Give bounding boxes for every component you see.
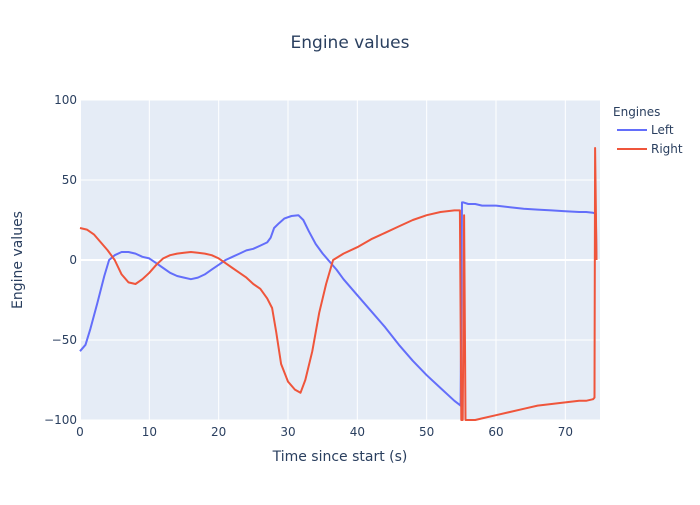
x-tick-label: 50 — [419, 425, 434, 439]
series-line-left[interactable] — [79, 201, 598, 407]
legend-label-right: Right — [651, 142, 683, 156]
series-lines — [79, 147, 598, 421]
chart-title: Engine values — [291, 33, 410, 53]
x-tick-label: 20 — [211, 425, 226, 439]
legend-item-left[interactable]: Left — [617, 123, 674, 137]
series-line-right[interactable] — [79, 147, 598, 421]
y-axis-ticks: −100 −50 0 50 100 — [44, 93, 77, 427]
y-tick-label: 0 — [69, 253, 77, 267]
x-tick-label: 70 — [558, 425, 573, 439]
grid-lines — [79, 99, 600, 421]
x-axis-ticks: 0 10 20 30 40 50 60 70 — [76, 425, 573, 439]
legend[interactable]: Engines Left Right — [613, 105, 683, 156]
y-tick-label: −100 — [44, 413, 77, 427]
x-tick-label: 60 — [488, 425, 503, 439]
y-tick-label: 100 — [54, 93, 77, 107]
y-tick-label: 50 — [62, 173, 77, 187]
legend-title: Engines — [613, 105, 660, 119]
legend-item-right[interactable]: Right — [617, 142, 683, 156]
x-axis-title: Time since start (s) — [272, 449, 408, 465]
y-axis-title: Engine values — [10, 211, 26, 309]
x-tick-label: 30 — [280, 425, 295, 439]
x-tick-label: 0 — [76, 425, 84, 439]
y-tick-label: −50 — [52, 333, 77, 347]
legend-label-left: Left — [651, 123, 674, 137]
x-tick-label: 10 — [142, 425, 157, 439]
x-tick-label: 40 — [350, 425, 365, 439]
